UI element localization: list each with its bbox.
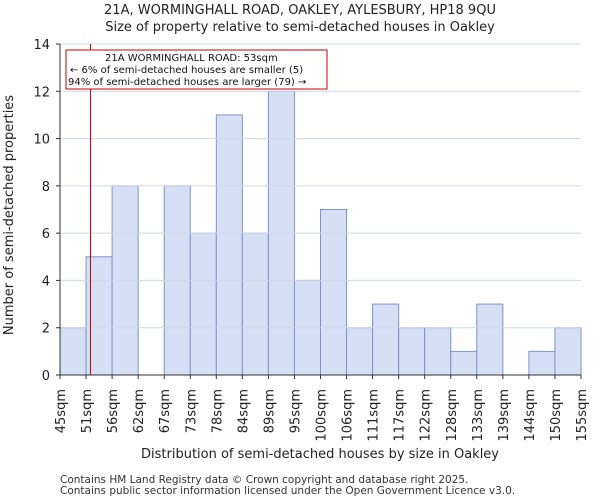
x-tick-label: 45sqm	[54, 389, 69, 433]
histogram-bar	[215, 114, 243, 376]
chart-subtitle: Size of property relative to semi-detach…	[105, 20, 495, 35]
x-axis-label: Distribution of semi-detached houses by …	[141, 447, 499, 462]
y-tick-label: 0	[42, 369, 50, 384]
annotation-box	[65, 49, 328, 90]
x-tick-label: 144sqm	[523, 389, 538, 442]
histogram-bar	[528, 350, 556, 376]
x-tick-label: 89sqm	[262, 389, 277, 433]
x-tick-label: 51sqm	[80, 389, 95, 433]
annotation-line: 21A WORMINGHALL ROAD: 53sqm	[105, 53, 278, 64]
histogram-bar	[241, 232, 269, 376]
y-tick-label: 2	[42, 322, 50, 337]
annotation-line: ← 6% of semi-detached houses are smaller…	[70, 65, 303, 76]
histogram-bar	[189, 232, 217, 376]
footer-line-1: Contains HM Land Registry data © Crown c…	[60, 474, 469, 486]
x-tick-label: 100sqm	[315, 389, 330, 442]
histogram-bar	[372, 303, 400, 376]
x-tick-label: 133sqm	[471, 389, 486, 442]
histogram-bar	[398, 327, 426, 376]
x-tick-label: 95sqm	[288, 389, 303, 433]
x-tick-label: 122sqm	[419, 389, 434, 442]
histogram-bar	[320, 209, 348, 376]
histogram-bar	[476, 303, 504, 376]
axes-group: 0 2 4 6 8 10 12 14 45sqm 51sqm 56sqm 62sqm 67sqm 73sq…	[33, 38, 590, 442]
histogram-bar	[346, 327, 374, 376]
y-tick-label: 10	[33, 133, 50, 148]
y-tick-label: 8	[42, 180, 50, 195]
x-tick-label: 73sqm	[184, 389, 199, 433]
y-axis-label: Number of semi-detached properties	[2, 95, 17, 335]
annotation-line: 94% of semi-detached houses are larger (…	[68, 77, 306, 88]
marker-group: 21A WORMINGHALL ROAD: 53sqm← 6% of semi-…	[65, 44, 328, 375]
y-tick-label: 12	[33, 85, 50, 100]
histogram-bar	[450, 350, 478, 376]
x-tick-label: 106sqm	[341, 389, 356, 442]
histogram-bar	[554, 327, 582, 376]
x-tick-label: 56sqm	[106, 389, 121, 433]
x-tick-label: 67sqm	[158, 389, 173, 433]
x-tick-label: 128sqm	[445, 389, 460, 442]
histogram-bar	[85, 256, 113, 376]
x-tick-label: 117sqm	[393, 389, 408, 442]
histogram-bar	[59, 327, 87, 376]
histogram-bar	[424, 327, 452, 376]
y-tick-label: 6	[42, 227, 50, 242]
x-tick-label: 78sqm	[210, 389, 225, 433]
x-tick-label: 84sqm	[236, 389, 251, 433]
x-tick-label: 150sqm	[549, 389, 564, 442]
y-tick-label: 14	[33, 38, 50, 53]
x-tick-label: 111sqm	[367, 389, 382, 442]
chart-title: 21A, WORMINGHALL ROAD, OAKLEY, AYLESBURY…	[104, 3, 496, 18]
x-tick-label: 62sqm	[132, 389, 147, 433]
y-tick-label: 4	[42, 274, 50, 289]
x-tick-label: 139sqm	[497, 389, 512, 442]
x-tick-label: 155sqm	[575, 389, 590, 442]
footer-line-2: Contains public sector information licen…	[60, 485, 516, 497]
